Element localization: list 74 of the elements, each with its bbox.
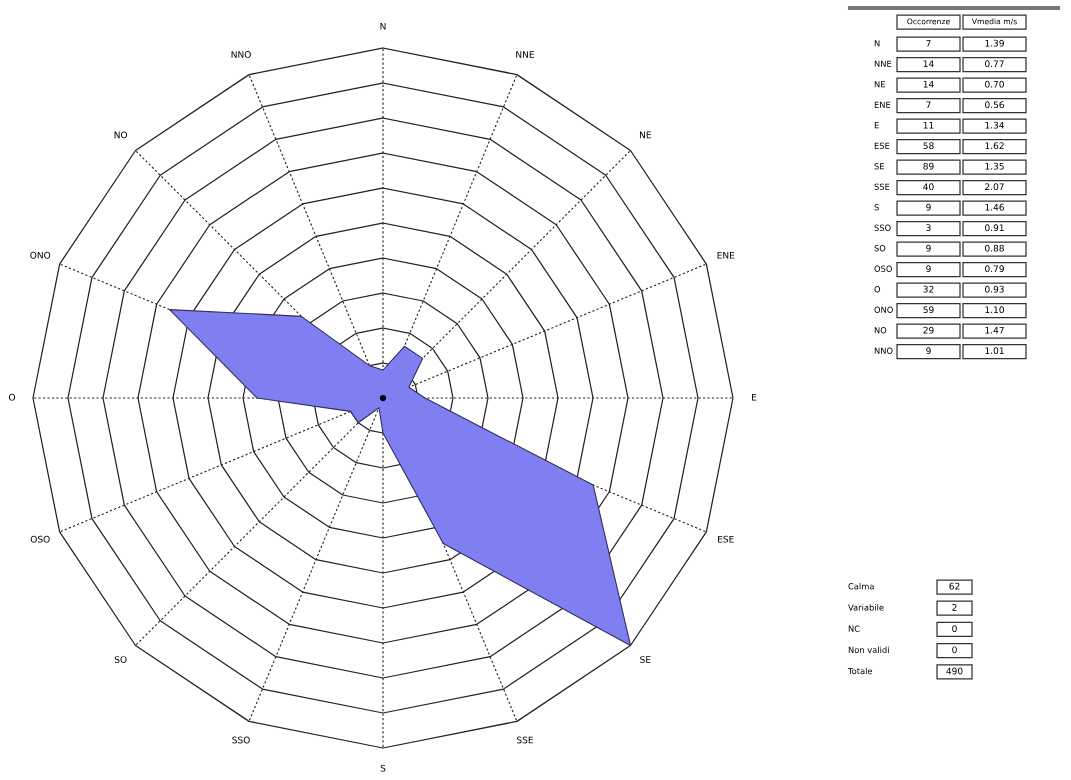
category-label: Non validi bbox=[848, 646, 889, 654]
category-label: Calma bbox=[848, 582, 874, 590]
category-label: N bbox=[874, 40, 880, 47]
spoke-label: NE bbox=[639, 131, 651, 139]
spoke-label: O bbox=[8, 393, 16, 401]
data-label: 11 bbox=[923, 121, 934, 129]
category-label: Totale bbox=[847, 667, 873, 675]
category-label: E bbox=[874, 122, 879, 129]
category-label: SSO bbox=[874, 224, 891, 231]
category-label: NNO bbox=[874, 347, 893, 354]
category-label: NNE bbox=[874, 60, 892, 67]
data-label: 1.34 bbox=[985, 121, 1005, 129]
category-label: NE bbox=[874, 81, 885, 88]
category-label: NC bbox=[848, 625, 860, 632]
data-label: 0 bbox=[952, 625, 957, 633]
data-label: 9 bbox=[926, 203, 931, 211]
data-label: 1.62 bbox=[985, 142, 1004, 150]
data-label: 0.88 bbox=[985, 244, 1004, 252]
data-label: 1.46 bbox=[985, 203, 1004, 211]
data-label: 0.77 bbox=[985, 60, 1004, 68]
data-label: 1.01 bbox=[985, 347, 1004, 355]
spoke-label: S bbox=[380, 764, 386, 772]
data-label: 9 bbox=[926, 244, 931, 252]
category-label: NO bbox=[874, 327, 887, 334]
data-label: 0.56 bbox=[985, 101, 1004, 109]
data-label: 9 bbox=[926, 265, 931, 273]
spoke-label: SO bbox=[114, 656, 127, 663]
data-label: 490 bbox=[946, 667, 963, 675]
data-label: 1.39 bbox=[985, 39, 1004, 47]
data-label: 0.79 bbox=[985, 265, 1004, 273]
spoke-label: NNO bbox=[231, 51, 251, 58]
data-label: 1.47 bbox=[985, 326, 1004, 334]
spoke-label: NNE bbox=[516, 51, 534, 58]
data-label: 14 bbox=[923, 80, 934, 88]
spoke-label: ESE bbox=[718, 535, 734, 543]
spoke-label: SSO bbox=[232, 736, 250, 744]
category-label: Variabile bbox=[848, 604, 884, 611]
category-label: ENE bbox=[874, 101, 891, 108]
spoke-label: SE bbox=[640, 656, 651, 663]
data-label: 32 bbox=[923, 285, 934, 293]
spoke-label: SSE bbox=[516, 736, 533, 744]
data-label: 3 bbox=[926, 224, 931, 232]
data-label: 9 bbox=[926, 347, 931, 355]
spoke-label: ONO bbox=[30, 251, 51, 259]
data-label: 62 bbox=[949, 582, 960, 590]
spoke-label: ENE bbox=[717, 251, 735, 259]
data-label: 2.07 bbox=[985, 183, 1004, 191]
spoke-label: N bbox=[380, 22, 386, 30]
data-label: 0 bbox=[952, 646, 957, 654]
data-label: 1.10 bbox=[985, 306, 1004, 314]
data-label: 0.70 bbox=[985, 80, 1004, 88]
category-label: S bbox=[874, 204, 879, 211]
data-label: 7 bbox=[926, 39, 931, 47]
spoke-label: E bbox=[752, 393, 757, 401]
data-label: 89 bbox=[923, 162, 934, 170]
category-label: SO bbox=[874, 245, 886, 252]
data-label: 59 bbox=[923, 306, 934, 314]
category-label: ESE bbox=[874, 142, 890, 149]
data-label: 40 bbox=[923, 183, 934, 191]
data-label: 7 bbox=[926, 101, 931, 108]
category-label: O bbox=[874, 286, 881, 293]
data-label: 14 bbox=[923, 60, 934, 67]
data-label: 2 bbox=[952, 603, 957, 611]
category-label: SSE bbox=[874, 183, 890, 190]
category-label: ONO bbox=[874, 306, 893, 313]
category-label: OSO bbox=[874, 265, 892, 272]
data-label: 58 bbox=[923, 142, 934, 150]
data-label: 0.91 bbox=[985, 224, 1004, 232]
data-label: 0.93 bbox=[985, 285, 1004, 293]
category-label: SE bbox=[874, 163, 885, 170]
data-label: 29 bbox=[923, 326, 934, 334]
spoke-label: NO bbox=[114, 131, 128, 139]
spoke-label: OSO bbox=[30, 535, 50, 543]
data-label: 1.35 bbox=[985, 162, 1004, 170]
